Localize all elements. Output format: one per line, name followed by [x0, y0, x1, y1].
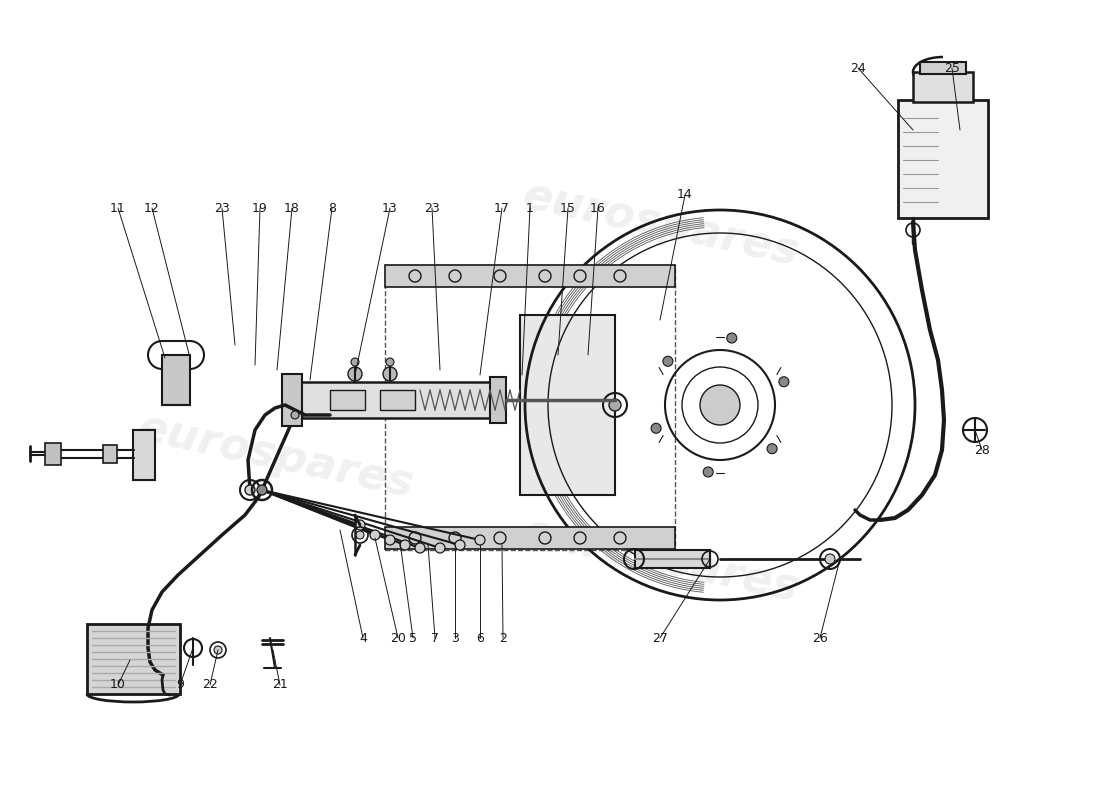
Circle shape — [663, 356, 673, 366]
Text: 3: 3 — [451, 631, 459, 645]
Circle shape — [351, 358, 359, 366]
Text: 2: 2 — [499, 631, 507, 645]
Text: 19: 19 — [252, 202, 268, 214]
Text: 26: 26 — [812, 631, 828, 645]
Text: 24: 24 — [850, 62, 866, 74]
Circle shape — [415, 543, 425, 553]
Text: eurospares: eurospares — [133, 406, 417, 506]
Bar — [133, 430, 155, 480]
Bar — [45, 443, 60, 465]
Circle shape — [727, 333, 737, 343]
Bar — [87, 624, 180, 694]
Bar — [490, 377, 506, 423]
Circle shape — [292, 411, 299, 419]
Circle shape — [703, 467, 713, 477]
Text: 7: 7 — [431, 631, 439, 645]
Circle shape — [400, 540, 410, 550]
Circle shape — [385, 535, 395, 545]
Circle shape — [651, 423, 661, 434]
Bar — [635, 550, 710, 568]
Circle shape — [214, 646, 222, 654]
Bar — [520, 315, 615, 495]
Circle shape — [386, 358, 394, 366]
Text: 13: 13 — [382, 202, 398, 214]
Bar — [103, 445, 117, 463]
Circle shape — [767, 444, 777, 454]
Bar — [913, 72, 974, 102]
Text: 12: 12 — [144, 202, 159, 214]
Bar — [920, 62, 966, 74]
Bar — [300, 382, 490, 418]
Bar — [162, 355, 190, 405]
Circle shape — [700, 385, 740, 425]
Circle shape — [475, 535, 485, 545]
Text: 16: 16 — [590, 202, 606, 214]
Text: 21: 21 — [272, 678, 288, 691]
Text: eurospares: eurospares — [518, 174, 802, 274]
Text: 6: 6 — [476, 631, 484, 645]
Text: 11: 11 — [110, 202, 125, 214]
Text: 1: 1 — [526, 202, 534, 214]
Bar — [385, 265, 675, 287]
Text: 22: 22 — [202, 678, 218, 691]
Text: 23: 23 — [214, 202, 230, 214]
Text: 8: 8 — [328, 202, 336, 214]
Bar — [330, 390, 365, 410]
Text: 4: 4 — [359, 631, 367, 645]
Circle shape — [825, 554, 835, 564]
Bar — [385, 265, 675, 550]
Text: 20: 20 — [390, 631, 406, 645]
Text: 5: 5 — [409, 631, 417, 645]
Text: 23: 23 — [425, 202, 440, 214]
Circle shape — [779, 377, 789, 386]
Circle shape — [609, 399, 622, 411]
Text: 15: 15 — [560, 202, 576, 214]
Text: 10: 10 — [110, 678, 125, 691]
Bar — [379, 390, 415, 410]
Circle shape — [383, 367, 397, 381]
Text: 28: 28 — [975, 443, 990, 457]
Bar — [282, 374, 303, 426]
Bar — [898, 100, 988, 218]
Circle shape — [356, 531, 364, 539]
Text: 17: 17 — [494, 202, 510, 214]
Text: 14: 14 — [678, 189, 693, 202]
Circle shape — [348, 367, 362, 381]
Circle shape — [245, 485, 255, 495]
Bar — [385, 527, 675, 549]
Circle shape — [434, 543, 446, 553]
Text: 25: 25 — [944, 62, 960, 74]
Circle shape — [257, 485, 267, 495]
Circle shape — [370, 530, 379, 540]
Circle shape — [355, 520, 365, 530]
Text: 18: 18 — [284, 202, 300, 214]
Text: 9: 9 — [176, 678, 184, 691]
Circle shape — [455, 540, 465, 550]
Text: 27: 27 — [652, 631, 668, 645]
Text: eurospares: eurospares — [518, 510, 802, 610]
